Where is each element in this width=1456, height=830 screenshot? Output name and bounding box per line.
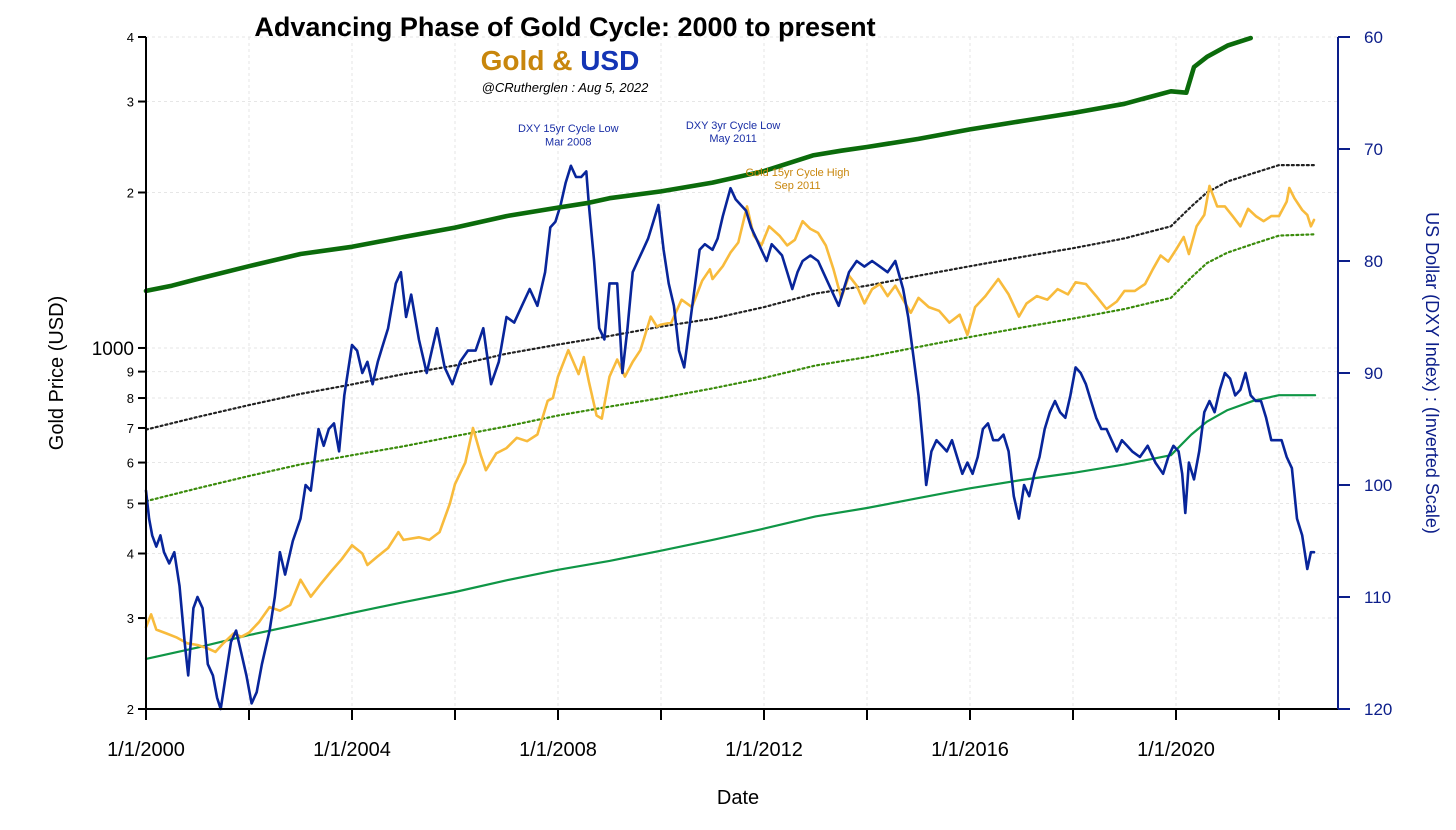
y-left-tick-label: 3 — [127, 611, 134, 626]
x-tick-label: 1/1/2020 — [1137, 739, 1215, 761]
annotation-line: Mar 2008 — [545, 136, 591, 148]
y-axis-label-right: US Dollar (DXY Index) : (Inverted Scale) — [1422, 212, 1442, 534]
y-left-tick-label: 9 — [127, 365, 134, 380]
annotation-layer: DXY 15yr Cycle Low Mar 2008 DXY 3yr Cycle … — [518, 120, 849, 192]
y-left-tick-label: 5 — [127, 496, 134, 511]
series-layer — [143, 35, 1317, 711]
y-right-tick-label: 90 — [1364, 364, 1383, 383]
y-left-tick-label: 7 — [127, 421, 134, 436]
x-axis-label: Date — [717, 787, 759, 809]
y-right-tick-label: 110 — [1364, 588, 1391, 607]
y-right-tick-label: 60 — [1364, 28, 1383, 47]
y-left-tick-label: 2 — [127, 185, 134, 200]
y-right-tick-label: 120 — [1364, 700, 1392, 719]
y-left-tick-label: 4 — [127, 30, 134, 45]
y-left-tick-label: 8 — [127, 391, 134, 406]
subtitle-usd: USD — [580, 45, 639, 76]
x-tick-label: 1/1/2016 — [931, 739, 1009, 761]
y-axis-label-left: Gold Price (USD) — [46, 296, 68, 450]
x-tick-label: 1/1/2004 — [313, 739, 391, 761]
y-left-tick-label: 2 — [127, 702, 134, 717]
grid — [145, 36, 1338, 710]
y-right-tick-label: 80 — [1364, 252, 1383, 271]
chart-subtitle: Gold & USD — [481, 45, 640, 76]
y-right-tick-label: 100 — [1364, 476, 1392, 495]
y-right-tick-label: 70 — [1364, 140, 1383, 159]
annotation-line: DXY 3yr Cycle Low — [686, 120, 781, 132]
series-line-usd — [144, 164, 1316, 711]
y-left-tick-label: 1000 — [92, 339, 134, 360]
y-left-tick-label: 4 — [127, 547, 134, 562]
y-left-tick-label: 6 — [127, 456, 134, 471]
annotation-line: Gold 15yr Cycle High — [746, 167, 850, 179]
tick-layer: 1/1/2000 1/1/2004 1/1/2008 1/1/2012 1/1/2016… — [92, 28, 1393, 761]
annotation-line: Sep 2011 — [774, 180, 820, 192]
x-tick-label: 1/1/2000 — [107, 739, 185, 761]
annotation: Gold 15yr Cycle High Sep 2011 — [746, 167, 850, 192]
chart-credit: @CRutherglen : Aug 5, 2022 — [482, 80, 649, 95]
subtitle-gold: Gold — [481, 45, 545, 76]
series-line-gold — [144, 184, 1316, 654]
series-line-upper-band — [143, 35, 1253, 294]
annotation-line: DXY 15yr Cycle Low — [518, 123, 619, 135]
x-tick-label: 1/1/2012 — [725, 739, 803, 761]
annotation-line: May 2011 — [709, 133, 757, 145]
chart-title: Advancing Phase of Gold Cycle: 2000 to p… — [254, 12, 875, 42]
annotation: DXY 3yr Cycle Low May 2011 — [686, 120, 781, 145]
x-tick-label: 1/1/2008 — [519, 739, 597, 761]
subtitle-and: & — [544, 45, 580, 76]
annotation: DXY 15yr Cycle Low Mar 2008 — [518, 123, 619, 148]
y-left-tick-label: 3 — [127, 95, 134, 110]
series-line-mid-band — [144, 164, 1317, 431]
